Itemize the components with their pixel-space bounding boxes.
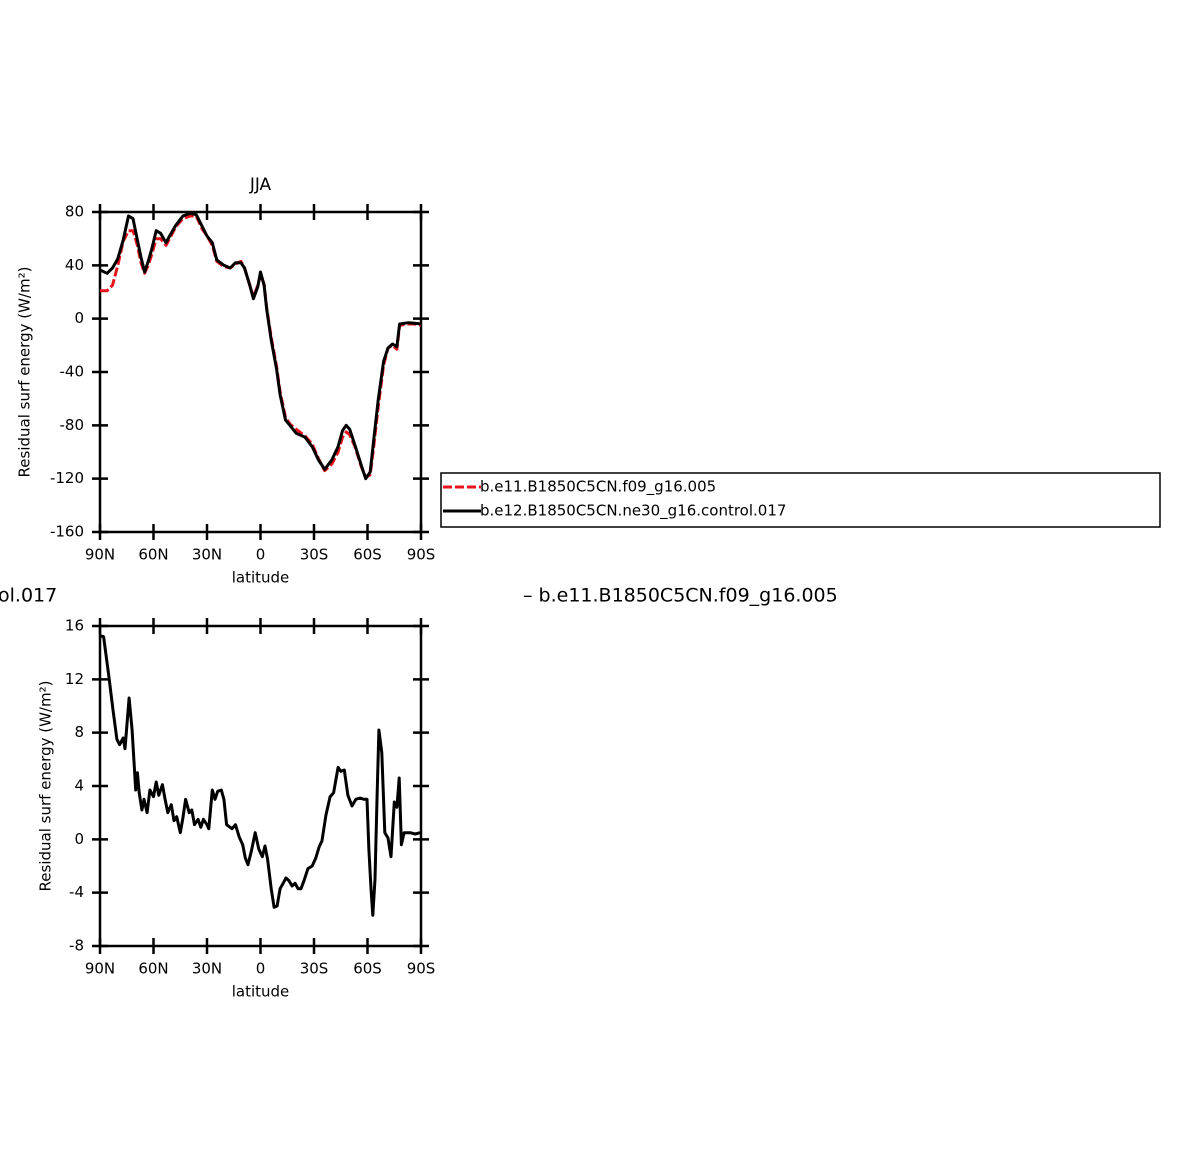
x-tick-label: 30N: [192, 546, 222, 564]
x-tick-label: 0: [256, 960, 266, 978]
x-tick-label: 60S: [353, 960, 382, 978]
y-tick-label: 80: [65, 203, 84, 221]
y-tick-label: 8: [74, 723, 84, 741]
y-tick-label: 4: [74, 777, 84, 795]
clipped-legend-text: ol.017: [0, 585, 57, 607]
x-tick-label: 30N: [192, 960, 222, 978]
x-tick-label: 90N: [85, 960, 115, 978]
x-axis-label: latitude: [232, 983, 290, 1001]
x-tick-label: 60N: [138, 546, 168, 564]
x-tick-label: 30S: [300, 546, 329, 564]
y-tick-label: 40: [65, 256, 84, 274]
series-line: [99, 211, 422, 481]
y-axis-label: Residual surf energy (W/m²): [37, 681, 55, 892]
y-tick-label: -160: [50, 523, 84, 541]
x-tick-label: 90N: [85, 546, 115, 564]
x-tick-label: 90S: [407, 546, 436, 564]
y-tick-label: -80: [60, 416, 85, 434]
y-tick-label: -8: [69, 937, 84, 955]
legend-label: b.e12.B1850C5CN.ne30_g16.control.017: [480, 502, 786, 521]
x-tick-label: 30S: [300, 960, 329, 978]
x-tick-label: 90S: [407, 960, 436, 978]
x-axis-label: latitude: [232, 569, 290, 587]
x-tick-label: 0: [256, 546, 266, 564]
y-tick-label: 12: [65, 670, 84, 688]
x-tick-label: 60N: [138, 960, 168, 978]
x-tick-label: 60S: [353, 546, 382, 564]
series-line: [100, 634, 421, 917]
y-tick-label: -40: [60, 363, 85, 381]
clipped-legend-text: – b.e11.B1850C5CN.f09_g16.005: [523, 585, 838, 607]
y-tick-label: 0: [74, 309, 84, 327]
y-tick-label: -120: [50, 469, 84, 487]
legend-box: [440, 472, 1161, 528]
y-tick-label: -4: [69, 883, 84, 901]
y-axis-label: Residual surf energy (W/m²): [16, 267, 34, 478]
chart-title: JJA: [249, 175, 272, 195]
y-tick-label: 16: [65, 617, 84, 635]
legend-label: b.e11.B1850C5CN.f09_g16.005: [480, 478, 716, 497]
y-tick-label: 0: [74, 830, 84, 848]
